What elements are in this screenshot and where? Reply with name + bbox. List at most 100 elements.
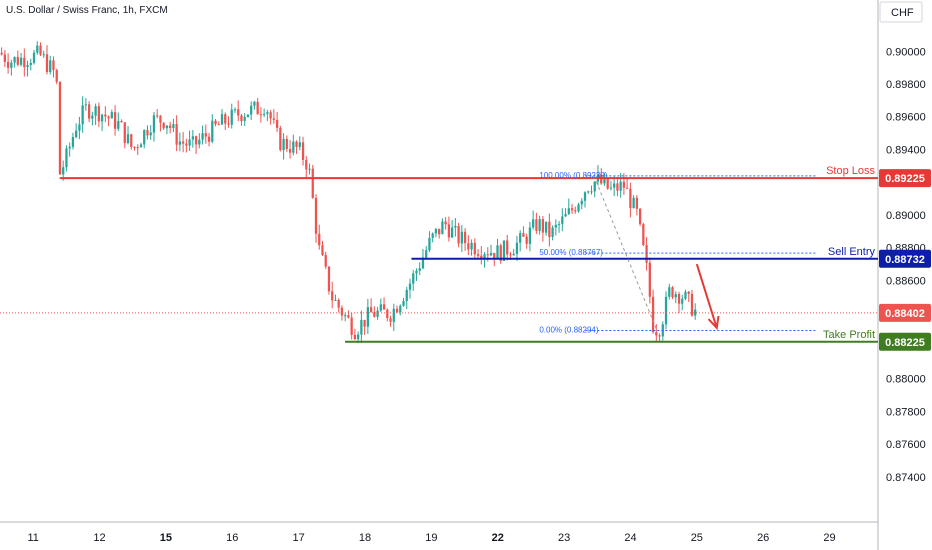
candle-body — [149, 132, 152, 136]
candle-body — [438, 228, 441, 235]
y-tick-label: 0.89600 — [886, 112, 926, 124]
candle-body — [298, 142, 301, 147]
candle-body — [528, 227, 532, 244]
candle-body — [629, 188, 632, 208]
candle-body — [353, 334, 357, 340]
candle-body — [467, 243, 470, 250]
candle-body — [340, 307, 344, 316]
fib-group: 100.00% (0.89239) 50.00% (0.88767) 0.00% (… — [539, 171, 817, 334]
chart-title: U.S. Dollar / Swiss Franc, 1h, FXCM — [6, 5, 168, 16]
candle-body — [360, 319, 363, 335]
candle-body — [590, 191, 593, 193]
candle-body — [681, 298, 684, 304]
candle-body — [217, 124, 220, 126]
candle-body — [32, 52, 36, 63]
candle-body — [126, 134, 130, 143]
candle-body — [379, 304, 382, 311]
candle-body — [415, 270, 418, 274]
candle-body — [502, 240, 506, 261]
candle-body — [26, 65, 29, 68]
candle-body — [674, 293, 677, 298]
x-tick-label: 18 — [359, 532, 371, 544]
badges-group: 0.89225 0.88732 0.88225 0.88402 — [879, 169, 931, 351]
candle-body — [399, 305, 402, 313]
candle-body — [285, 138, 288, 150]
candle-body — [570, 208, 574, 211]
x-tick-label: 17 — [293, 532, 305, 544]
candle-body — [473, 242, 476, 255]
level-label: Sell Entry — [828, 246, 876, 258]
candle-body — [454, 225, 457, 228]
candle-body — [253, 101, 256, 106]
candle-body — [120, 121, 123, 123]
x-tick-label: 24 — [624, 532, 636, 544]
projection-arrow-line — [695, 263, 718, 329]
x-tick-label: 16 — [226, 532, 238, 544]
candle-body — [564, 213, 567, 217]
candle-body — [635, 197, 639, 209]
candle-body — [133, 146, 136, 148]
candle-body — [321, 245, 324, 256]
candle-body — [71, 137, 75, 147]
y-tick-label: 0.90000 — [886, 46, 926, 58]
candle-body — [580, 200, 583, 205]
x-axis-ticks: 11 12 15 16 17 18 19 22 23 24 25 26 29 — [27, 532, 835, 544]
candle-body — [583, 192, 587, 201]
candle-body — [655, 332, 658, 336]
fib-level-label: 100.00% (0.89239) — [539, 171, 607, 180]
y-tick-label: 0.87800 — [886, 406, 926, 418]
candle-body — [29, 62, 32, 66]
currency-box[interactable] — [879, 1, 923, 23]
candle-body — [382, 304, 386, 310]
candle-body — [172, 124, 175, 129]
last-price-text: 0.88402 — [885, 308, 925, 320]
candle-body — [233, 109, 237, 111]
candle-body — [240, 115, 243, 121]
fib-trendline — [593, 175, 658, 331]
candle-body — [616, 183, 619, 191]
candle-body — [282, 138, 285, 151]
candle-body — [3, 54, 6, 62]
candle-body — [10, 62, 13, 68]
candle-body — [36, 45, 39, 53]
candle-body — [522, 233, 525, 237]
y-tick-label: 0.88600 — [886, 275, 926, 287]
candle-body — [694, 309, 697, 316]
candle-body — [39, 45, 42, 55]
candle-body — [143, 130, 146, 145]
currency-label: CHF — [891, 7, 914, 19]
candle-body — [512, 254, 515, 256]
candle-body — [363, 319, 366, 327]
candle-body — [626, 187, 629, 189]
x-tick-label: 19 — [425, 532, 437, 544]
candle-body — [165, 125, 169, 129]
candle-body — [431, 233, 434, 238]
candle-body — [392, 308, 395, 322]
candle-body — [107, 116, 110, 119]
candle-body — [110, 112, 113, 119]
candle-body — [551, 227, 554, 237]
candle-body — [587, 191, 590, 193]
candle-body — [632, 197, 635, 208]
x-tick-label: 25 — [691, 532, 703, 544]
candle-body — [139, 144, 143, 148]
candle-body — [664, 296, 668, 325]
candle-body — [648, 262, 651, 297]
candle-body — [211, 120, 214, 142]
candle-body — [619, 181, 622, 191]
candle-body — [185, 143, 188, 146]
candle-body — [425, 250, 428, 258]
candle-body — [65, 148, 68, 168]
level-price-text: 0.89225 — [885, 173, 925, 185]
candle-body — [593, 181, 596, 192]
candle-body — [331, 291, 334, 301]
candle-body — [357, 334, 360, 340]
candle-body — [117, 121, 120, 129]
candle-body — [136, 147, 139, 149]
candle-body — [389, 318, 392, 322]
candle-body — [100, 114, 104, 122]
candle-body — [152, 115, 156, 133]
candle-body — [91, 115, 94, 119]
candle-body — [690, 293, 694, 316]
